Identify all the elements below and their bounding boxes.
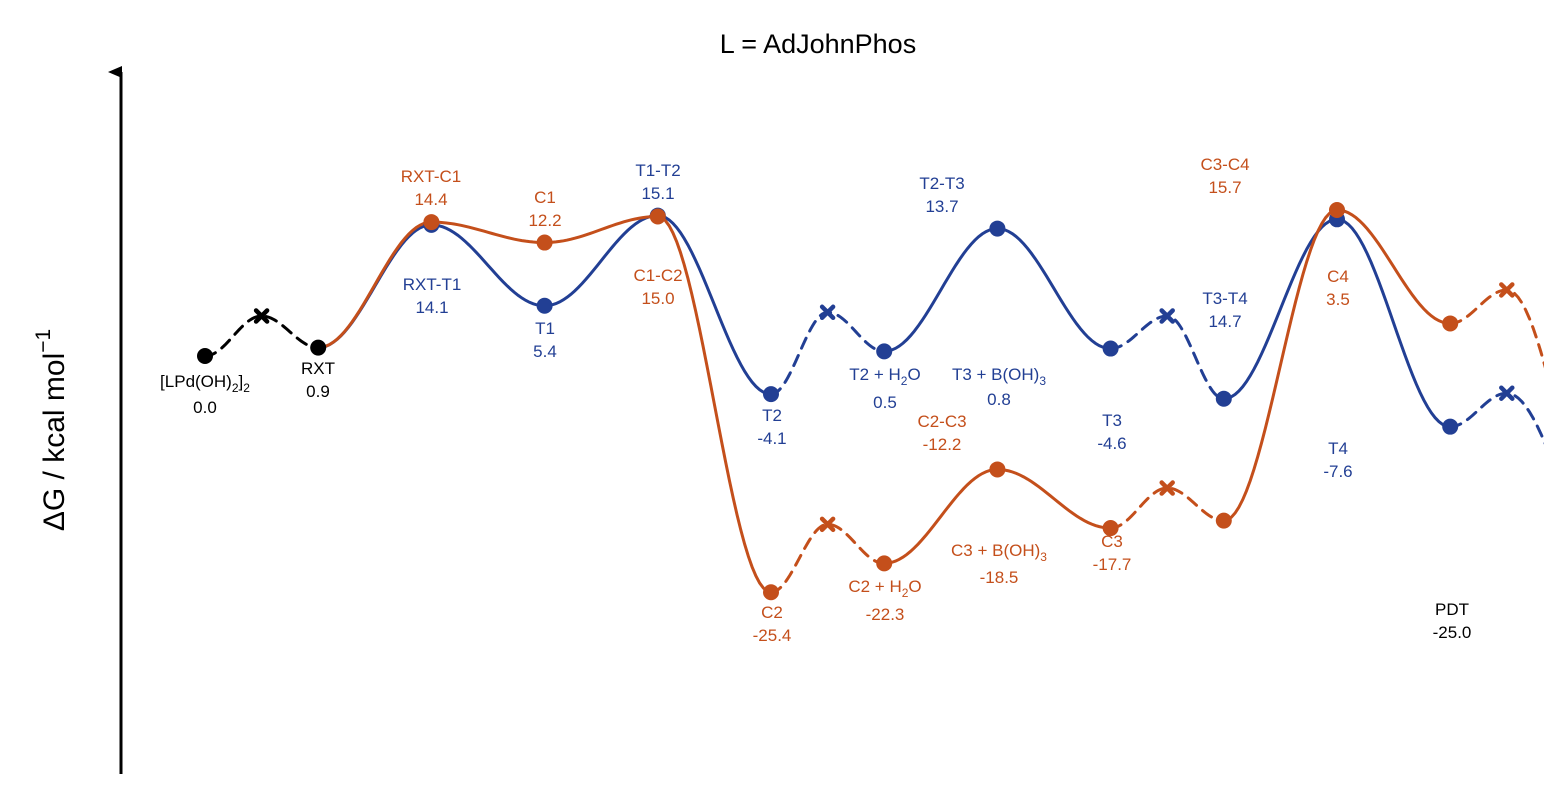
label-pdt-value: -25.0	[1433, 623, 1472, 642]
point-blue-t1	[536, 297, 553, 314]
label-pdt-name: PDT	[1435, 600, 1469, 619]
label-rxt-c1-value: 14.4	[414, 190, 447, 209]
label-t2-h2o-value: 0.5	[873, 393, 897, 412]
label-lpd-value: 0.0	[193, 398, 217, 417]
label-t3-t4-name: T3-T4	[1202, 289, 1247, 308]
label-rxt-name: RXT	[301, 359, 335, 378]
profile-curve-blue-end	[1448, 391, 1544, 445]
label-c1-c2-name: C1-C2	[633, 266, 682, 285]
point-orange-c1-c2	[649, 208, 666, 225]
profile-curve-orange-gap1	[769, 522, 886, 594]
point-orange-c3-c4	[1329, 201, 1345, 218]
label-t2-t3-value: 13.7	[925, 197, 958, 216]
label-c3-name: C3	[1101, 532, 1123, 551]
label-rxt-t1-value: 14.1	[415, 298, 448, 317]
label-lpd-name: [LPd(OH)2]2	[160, 372, 250, 395]
point-blue-t3-b-oh-3	[1102, 340, 1119, 357]
cross-marker-orange-gap2	[1159, 480, 1175, 496]
label-c1-c2-value: 15.0	[641, 289, 674, 308]
point-blue-t2	[763, 386, 779, 403]
cross-marker-blue-end	[1499, 385, 1515, 401]
label-c4-name: C4	[1327, 267, 1349, 286]
label-c2-c3-value: -12.2	[923, 435, 962, 454]
label-c3-value: -17.7	[1093, 555, 1132, 574]
profile-curve-blue-3	[1222, 217, 1452, 429]
point-rxt	[310, 339, 327, 356]
label-t2-name: T2	[762, 406, 782, 425]
label-c2-c3-name: C2-C3	[917, 412, 966, 431]
profile-curve-orange-1	[316, 214, 773, 594]
label-t2-value: -4.1	[757, 429, 786, 448]
label-t3-boh-value: 0.8	[987, 390, 1011, 409]
label-c4-value: 3.5	[1326, 290, 1350, 309]
label-t2-h2o-name: T2 + H2O	[849, 365, 920, 388]
cross-marker-blue-gap2	[1159, 308, 1175, 324]
label-t4-value: -7.6	[1323, 462, 1352, 481]
label-c3-c4-name: C3-C4	[1200, 155, 1249, 174]
label-c2-value: -25.4	[753, 626, 792, 645]
label-t1-name: T1	[535, 319, 555, 338]
point-blue-t4	[1442, 418, 1459, 435]
point-orange-c2	[763, 584, 779, 601]
label-t4-name: T4	[1328, 439, 1348, 458]
cross-marker-orange-gap1	[819, 516, 836, 533]
point-blue-t3	[1215, 390, 1232, 407]
label-c1-value: 12.2	[528, 211, 561, 230]
cross-marker-blue-gap1	[819, 304, 836, 321]
label-t1-t2-value: 15.1	[641, 184, 674, 203]
point-orange-c2-c3	[989, 461, 1006, 478]
profile-curve-orange-gap2	[1109, 486, 1226, 530]
label-rxt-t1-name: RXT-T1	[403, 275, 462, 294]
label-t2-t3-name: T2-T3	[919, 174, 964, 193]
label-t1-t2-name: T1-T2	[635, 161, 680, 180]
labels-common: [LPd(OH)2]2 0.0 RXT 0.9 PDT -25.0	[160, 359, 1471, 642]
point-orange-c1	[536, 234, 553, 251]
label-t1-value: 5.4	[533, 342, 557, 361]
point-blue-t2-h2o	[876, 343, 893, 360]
point-orange-c3-b-oh-3	[1102, 520, 1119, 537]
label-rxt-value: 0.9	[306, 382, 330, 401]
profile-curve-orange-end	[1448, 288, 1544, 369]
point-orange-c4	[1442, 315, 1459, 332]
label-c3-boh-name: C3 + B(OH)3	[951, 541, 1047, 564]
label-t3-t4-value: 14.7	[1208, 312, 1241, 331]
point-orange-c2-h2o	[876, 555, 893, 572]
label-rxt-c1-name: RXT-C1	[401, 167, 461, 186]
cross-marker-start	[253, 308, 270, 324]
profile-markers	[197, 201, 1515, 601]
cross-marker-orange-end	[1499, 282, 1515, 298]
point-blue-t2-t3	[989, 220, 1006, 237]
label-t3-value: -4.6	[1097, 434, 1126, 453]
point-orange-rxt-c1	[423, 214, 440, 231]
label-c2-h2o-name: C2 + H2O	[848, 577, 921, 600]
label-c3-boh-value: -18.5	[980, 568, 1019, 587]
point-orange-c3	[1215, 512, 1232, 529]
y-axis-label: ΔG / kcal mol−1	[32, 329, 71, 531]
labels-orange: RXT-C1 14.4 C1 12.2 C1-C2 15.0 C3-C4 15.…	[401, 155, 1350, 645]
label-c2-name: C2	[761, 603, 783, 622]
label-c1-name: C1	[534, 188, 556, 207]
label-t3-boh-name: T3 + B(OH)3	[952, 365, 1046, 388]
point-lpd	[197, 348, 213, 364]
label-c2-h2o-value: -22.3	[866, 605, 905, 624]
label-c3-c4-value: 15.7	[1208, 178, 1241, 197]
chart-title: L = AdJohnPhos	[720, 29, 916, 59]
profile-curve-start	[203, 314, 320, 358]
profile-curve-blue-gap2	[1109, 314, 1226, 401]
labels-blue: T1-T2 15.1 RXT-T1 14.1 T1 5.4 T2-T3 13.7…	[403, 161, 1353, 481]
profile-curve-blue-2	[882, 227, 1113, 353]
label-t3-name: T3	[1102, 411, 1122, 430]
